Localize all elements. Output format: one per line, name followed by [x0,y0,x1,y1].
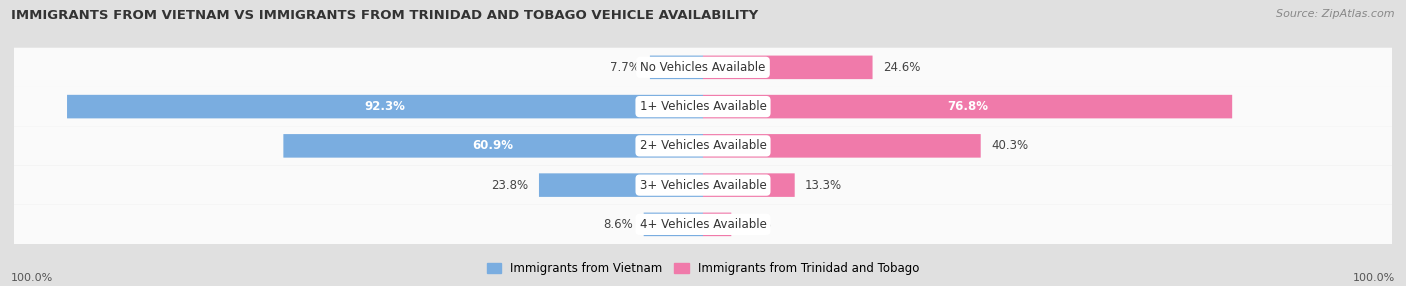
Text: 100.0%: 100.0% [1353,273,1395,283]
FancyBboxPatch shape [538,173,703,197]
Text: Source: ZipAtlas.com: Source: ZipAtlas.com [1277,9,1395,19]
FancyBboxPatch shape [284,134,703,158]
Text: 24.6%: 24.6% [883,61,920,74]
FancyBboxPatch shape [703,173,794,197]
Text: No Vehicles Available: No Vehicles Available [640,61,766,74]
Text: 23.8%: 23.8% [492,179,529,192]
FancyBboxPatch shape [67,95,703,118]
FancyBboxPatch shape [703,55,873,79]
Text: 100.0%: 100.0% [11,273,53,283]
FancyBboxPatch shape [703,212,731,236]
FancyBboxPatch shape [14,166,1392,205]
FancyBboxPatch shape [14,126,1392,166]
Text: 4.1%: 4.1% [741,218,772,231]
Text: 76.8%: 76.8% [948,100,988,113]
FancyBboxPatch shape [703,134,981,158]
FancyBboxPatch shape [14,48,1392,87]
Text: 3+ Vehicles Available: 3+ Vehicles Available [640,179,766,192]
Text: 13.3%: 13.3% [806,179,842,192]
Text: 60.9%: 60.9% [472,139,513,152]
Text: 8.6%: 8.6% [603,218,634,231]
Text: 4+ Vehicles Available: 4+ Vehicles Available [640,218,766,231]
FancyBboxPatch shape [14,87,1392,126]
Legend: Immigrants from Vietnam, Immigrants from Trinidad and Tobago: Immigrants from Vietnam, Immigrants from… [482,258,924,280]
Text: 1+ Vehicles Available: 1+ Vehicles Available [640,100,766,113]
Text: 2+ Vehicles Available: 2+ Vehicles Available [640,139,766,152]
FancyBboxPatch shape [644,212,703,236]
FancyBboxPatch shape [650,55,703,79]
Text: IMMIGRANTS FROM VIETNAM VS IMMIGRANTS FROM TRINIDAD AND TOBAGO VEHICLE AVAILABIL: IMMIGRANTS FROM VIETNAM VS IMMIGRANTS FR… [11,9,758,21]
Text: 92.3%: 92.3% [364,100,405,113]
Text: 40.3%: 40.3% [991,139,1028,152]
Text: 7.7%: 7.7% [610,61,640,74]
FancyBboxPatch shape [703,95,1232,118]
FancyBboxPatch shape [14,205,1392,244]
